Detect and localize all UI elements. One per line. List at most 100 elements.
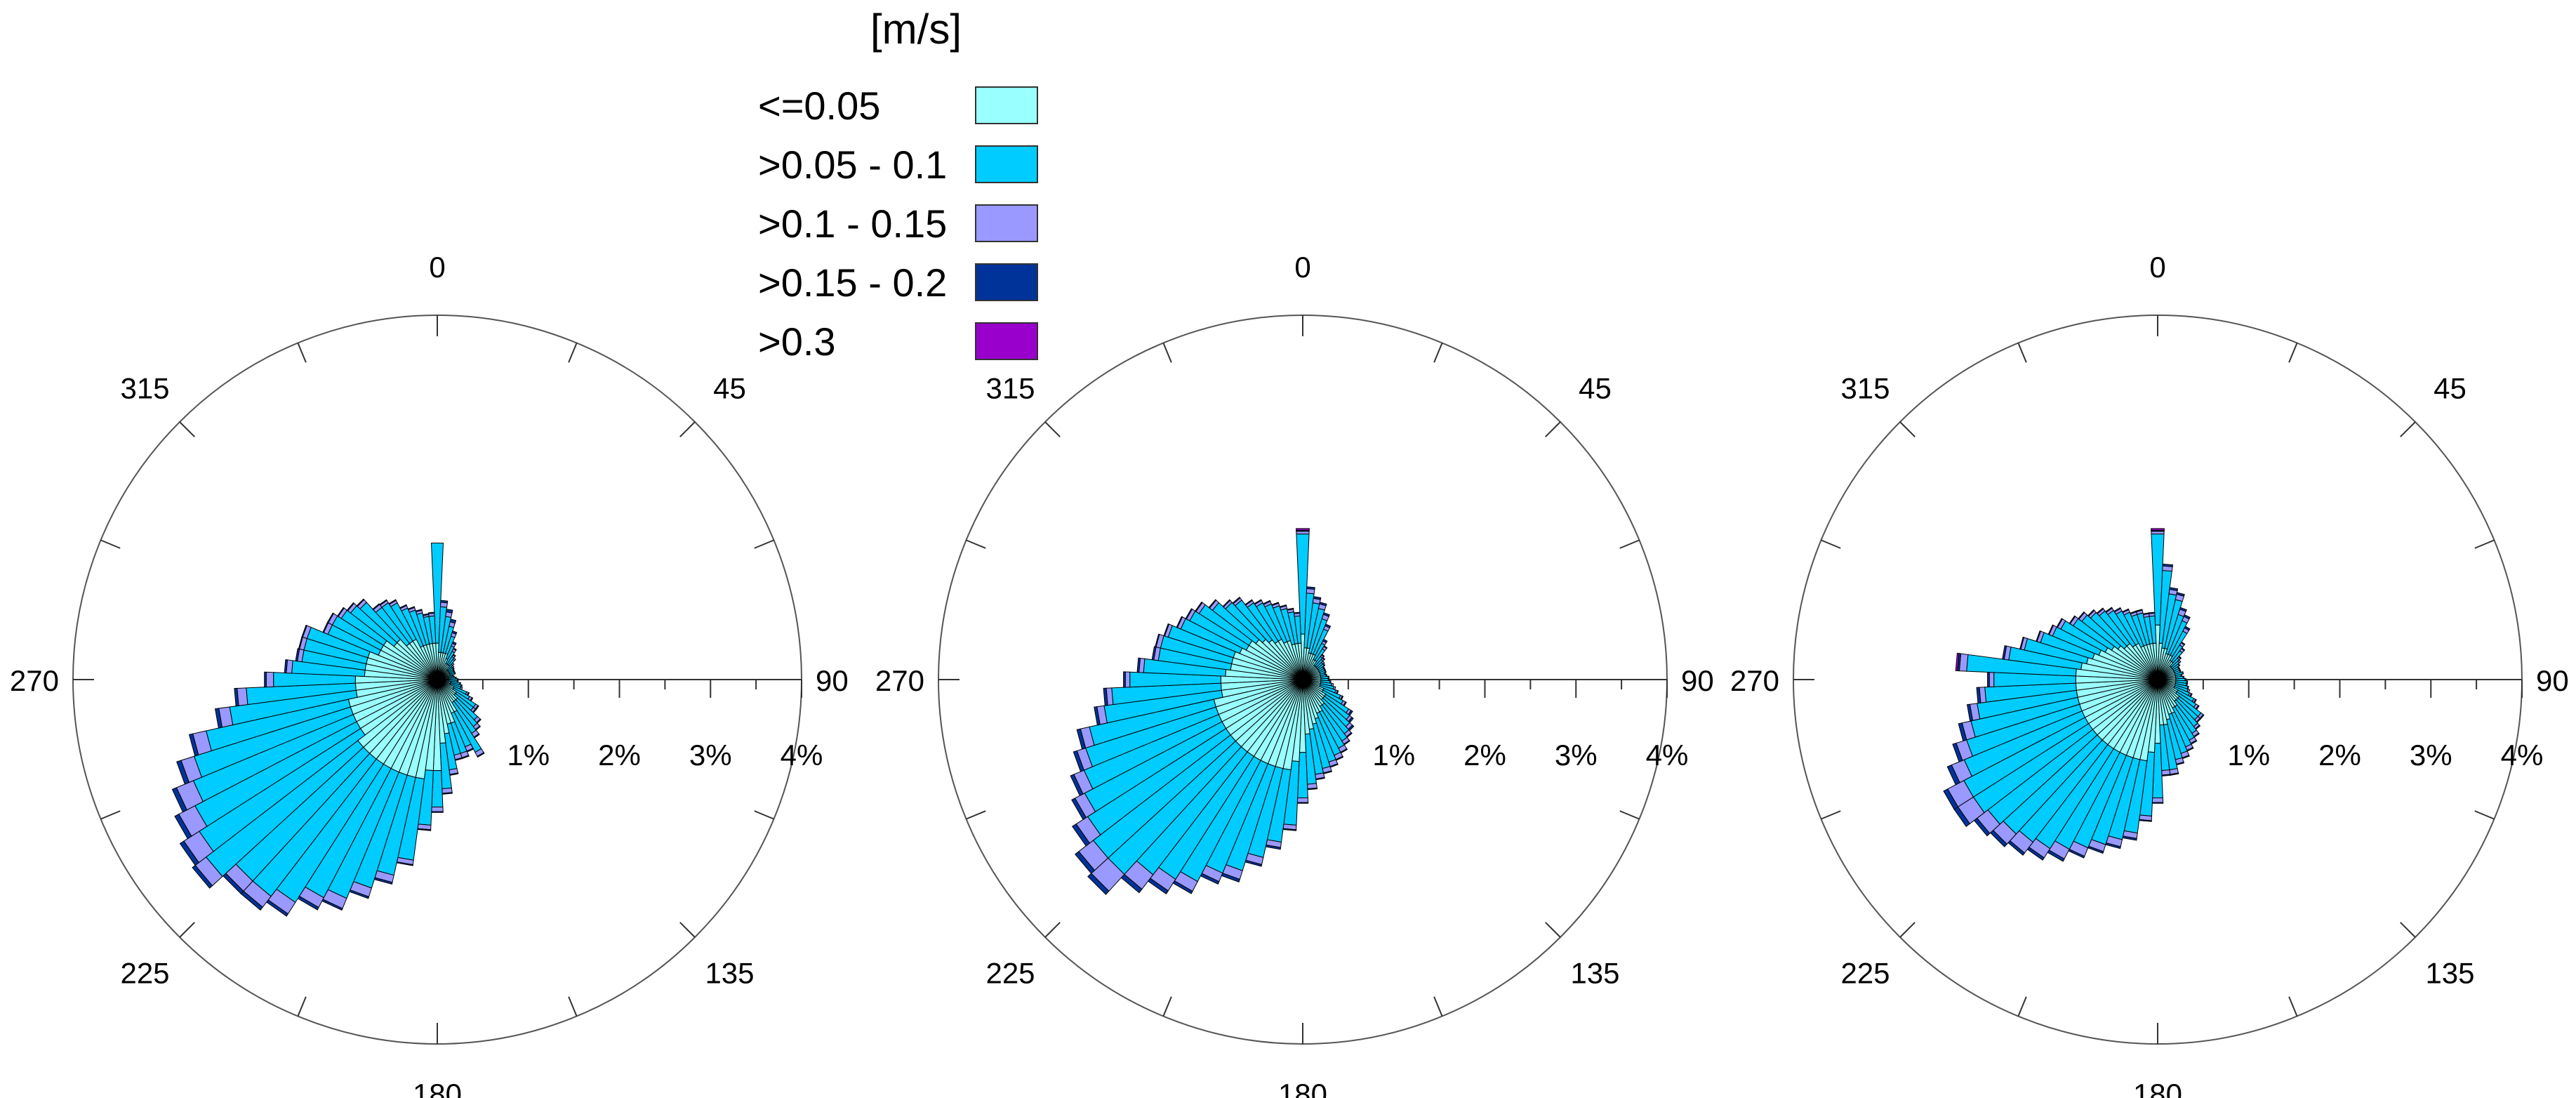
direction-label: 315 [120,372,169,405]
rose-bar-segment [379,599,387,606]
direction-tick [297,343,307,363]
direction-label: 270 [10,664,59,697]
direction-tick [966,810,986,820]
direction-label: 135 [1570,956,1619,989]
rose-bar-segment [2047,624,2054,635]
wind-rose: 1% 2% 3% 4% 0 45 90 135 180 225 270 315 [10,251,849,1098]
rose-bar-segment [214,708,223,729]
direction-label: 135 [2425,956,2474,989]
direction-tick [179,421,195,437]
rose-bar-segment [2162,563,2174,567]
rose-bar-segment [2151,802,2164,804]
rose-bar-segment [2069,615,2076,625]
rose-bars [1070,528,1355,895]
rose-bar-segment [1946,765,1960,786]
rose-bar-segment [1262,600,1271,605]
rose-bar-segment [265,671,274,688]
direction-tick [100,539,121,549]
direction-label: 180 [1278,1078,1327,1098]
rose-bar-segment [440,600,449,604]
direction-label: 45 [713,372,746,405]
radial-tick-label: 3% [2410,739,2452,772]
radial-tick-label: 2% [2318,739,2361,772]
direction-tick [754,539,774,549]
direction-tick [1619,810,1640,820]
rose-bar-segment [2179,607,2187,612]
direction-tick [1162,343,1172,363]
rose-bar-segment [1321,654,1325,658]
direction-label: 180 [413,1078,462,1098]
legend-label: <=0.05 [758,84,880,128]
rose-bar-segment [2184,626,2191,631]
direction-label: 135 [705,956,754,989]
rose-bar-segment [1322,663,1326,667]
direction-label: 270 [1730,664,1779,697]
rose-bar-segment [1195,601,1203,612]
direction-tick [1619,539,1640,549]
rose-bar-segment [2148,611,2156,614]
radial-tick-label: 2% [598,739,641,772]
rose-bar-segment [2002,645,2007,660]
rose-bar-segment [1232,596,1241,604]
wind-rose: 1% 2% 3% 4% 0 45 90 135 180 225 270 315 [1730,251,2569,1098]
rose-bar-segment [1296,528,1310,531]
direction-tick [1899,421,1916,437]
rose-bar-segment [1075,851,1096,874]
direction-tick [568,996,578,1017]
rose-bar-segment [1989,672,1995,687]
direction-label: 0 [429,251,445,284]
rose-bar-segment [356,598,365,607]
legend-label: >0.05 - 0.1 [758,143,947,187]
rose-bar-segment [1323,645,1328,649]
direction-tick [1044,421,1061,437]
rose-bar-segment [1072,823,1091,847]
rose-bar-segment [1124,671,1131,688]
direction-tick [2474,539,2495,549]
direction-tick [2017,996,2027,1017]
radial-tick-label: 1% [507,739,550,772]
rose-bar-segment [2121,608,2130,614]
rose-bar-segment [449,619,457,624]
rose-bar-segment [1319,602,1327,607]
rose-bars [171,543,485,917]
rose-bar-segment [301,624,307,638]
rose-bar-segment [451,641,457,646]
rose-bar-segment [451,662,455,666]
radial-tick-label: 1% [1372,739,1415,772]
rose-bar-segment [372,603,380,611]
direction-tick [679,922,696,938]
legend-label: >0.15 - 0.2 [758,260,947,305]
rose-bar-segment [1163,623,1170,637]
rose-bar-segment [326,612,334,623]
rose-bar-segment [1271,602,1280,607]
direction-tick [179,922,195,938]
rose-bar-segment [179,840,199,866]
direction-label: 90 [816,664,849,697]
rose-bar-segment [452,657,457,661]
direction-tick [2474,810,2495,820]
rose-bar-segment [2177,659,2182,663]
direction-label: 315 [1840,372,1890,405]
rose-bar-segment [1296,798,1309,803]
legend-swatch [975,322,1038,360]
rose-bar-segment [2183,614,2191,620]
rose-bar-segment [2178,655,2182,659]
direction-tick [1899,922,1916,938]
direction-label: 180 [2133,1078,2182,1098]
rose-bar-segment [346,602,355,611]
direction-tick [1821,539,1841,549]
direction-tick [2288,343,2298,363]
rose-bar-segment [1976,687,1981,704]
rose-bar-segment [399,604,407,609]
rose-bar-segment [295,648,300,662]
rose-bar-segment [1279,604,1287,608]
rose-bar-segment [264,671,267,688]
rose-bars [1943,528,2205,862]
direction-tick [1545,922,1561,938]
rose-bar-segment [174,814,192,840]
rose-bar-segment [2176,592,2185,597]
rose-bar-segment [1296,802,1309,804]
legend-swatch [975,145,1038,183]
direction-label: 90 [1681,664,1714,697]
